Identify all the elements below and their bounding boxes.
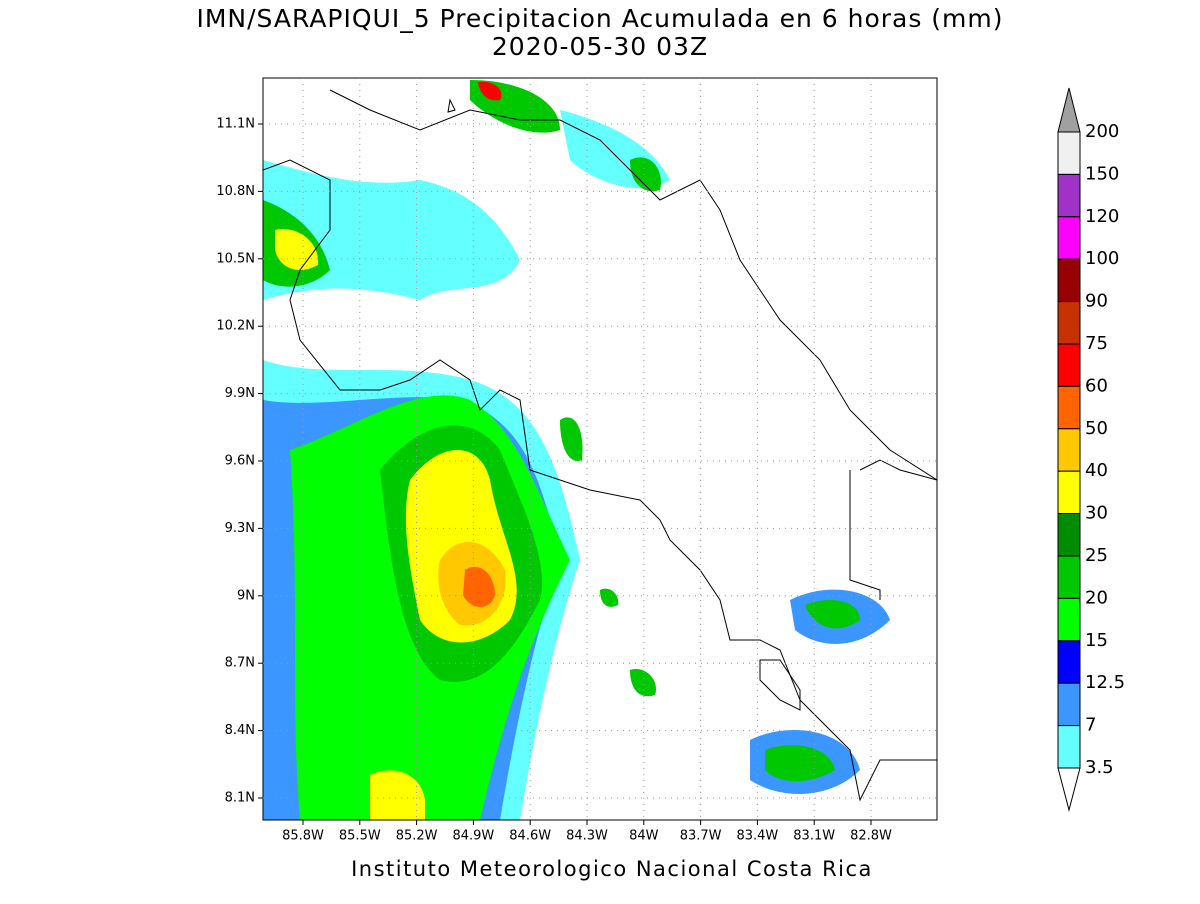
colorbar-box [1057,640,1081,684]
colorbar-label: 7 [1085,715,1096,736]
colorbar-box [1057,131,1081,175]
colorbar-label: 12.5 [1085,672,1125,693]
lon-label: 83.4W [736,829,778,844]
subtitle: 2020-05-30 03Z [492,32,708,61]
map-frame [262,77,938,821]
colorbar-box [1057,597,1081,642]
colorbar-label: 15 [1085,630,1108,651]
colorbar-label: 120 [1085,206,1119,227]
colorbar-box [1057,470,1081,515]
colorbar-label: 75 [1085,333,1108,354]
lat-label: 10.2N [216,319,255,334]
lat-label: 9N [237,588,255,603]
lon-label: 84W [629,829,659,844]
colorbar-arrow [1057,87,1081,133]
colorbar-box [1057,725,1081,769]
colorbar-label: 30 [1085,503,1108,524]
colorbar-arrow [1057,767,1081,812]
precip-field [263,80,890,820]
colorbar-box [1057,258,1081,303]
colorbar-box [1057,513,1081,557]
lat-label: 9.6N [225,454,255,469]
colorbar-box [1057,216,1081,260]
lat-label: 9.3N [225,521,255,536]
colorbar-label: 20 [1085,587,1108,608]
lat-label: 8.7N [225,656,255,671]
colorbar-box [1057,682,1081,727]
colorbar-box [1057,173,1081,218]
footer: Instituto Meteorologico Nacional Costa R… [351,857,873,881]
lat-label: 10.8N [216,184,255,199]
lon-label: 84.9W [452,829,494,844]
lon-label: 83.1W [793,829,835,844]
colorbar-label: 90 [1085,291,1108,312]
lon-label: 83.7W [680,829,722,844]
colorbar-box [1057,428,1081,472]
lat-label: 11.1N [216,117,255,132]
colorbar-box [1057,555,1081,599]
lon-label: 85.8W [282,829,324,844]
lon-label: 85.2W [396,829,438,844]
colorbar-label: 100 [1085,248,1119,269]
colorbar-label: 50 [1085,418,1108,439]
colorbar-box [1057,343,1081,387]
colorbar-label: 25 [1085,545,1108,566]
lat-label: 8.4N [225,723,255,738]
lon-label: 82.8W [850,829,892,844]
lat-label: 10.5N [216,251,255,266]
coastline [263,89,937,802]
colorbar-box [1057,301,1081,345]
colorbar-label: 60 [1085,375,1108,396]
lon-label: 85.5W [339,829,381,844]
lon-label: 84.3W [566,829,608,844]
colorbar-box [1057,385,1081,430]
colorbar-label: 3.5 [1085,757,1114,778]
colorbar-label: 200 [1085,121,1119,142]
lat-label: 8.1N [225,791,255,806]
colorbar-label: 150 [1085,163,1119,184]
lat-label: 9.9N [225,386,255,401]
colorbar-label: 40 [1085,460,1108,481]
lon-label: 84.6W [509,829,551,844]
title: IMN/SARAPIQUI_5 Precipitacion Acumulada … [196,4,1003,33]
